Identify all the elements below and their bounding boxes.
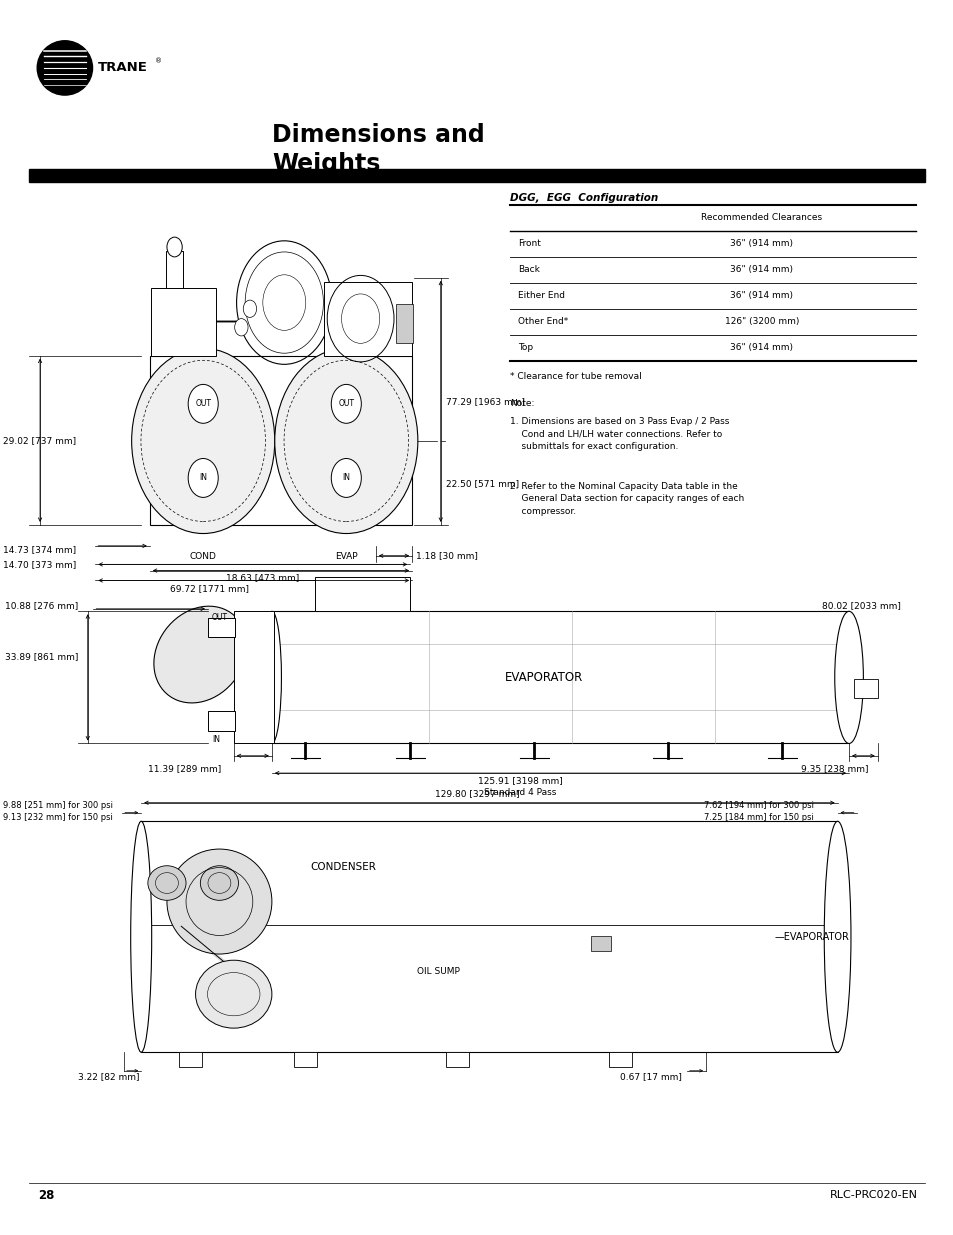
Text: Back: Back [517, 266, 539, 274]
Bar [166, 251, 183, 288]
Text: 36" (914 mm): 36" (914 mm) [729, 240, 793, 248]
Bar [853, 679, 877, 698]
Text: 1. Dimensions are based on 3 Pass Evap / 2 Pass
    Cond and LH/LH water connect: 1. Dimensions are based on 3 Pass Evap /… [510, 417, 729, 452]
Text: 9.88 [251 mm] for 300 psi: 9.88 [251 mm] for 300 psi [3, 800, 112, 810]
Bar [446, 1052, 469, 1067]
Bar [141, 821, 837, 1052]
Text: 77.29 [1963 mm]: 77.29 [1963 mm] [446, 396, 525, 406]
Bar [29, 169, 924, 182]
Circle shape [243, 300, 256, 317]
Text: 0.67 [17 mm]: 0.67 [17 mm] [619, 1072, 681, 1082]
Text: 11.39 [289 mm]: 11.39 [289 mm] [148, 763, 221, 773]
Text: 7.62 [194 mm] for 300 psi: 7.62 [194 mm] for 300 psi [703, 800, 813, 810]
Bar [324, 282, 412, 356]
Text: Recommended Clearances: Recommended Clearances [700, 214, 821, 222]
Circle shape [167, 237, 182, 257]
Bar [233, 611, 274, 743]
Circle shape [188, 384, 218, 424]
Text: RLC-PRC020-EN: RLC-PRC020-EN [829, 1191, 917, 1200]
Text: Dimensions and
Weights: Dimensions and Weights [272, 124, 484, 177]
Text: 36" (914 mm): 36" (914 mm) [729, 343, 793, 352]
Ellipse shape [167, 850, 272, 953]
Text: Note:: Note: [510, 399, 535, 408]
Text: Top: Top [517, 343, 533, 352]
Text: 1.18 [30 mm]: 1.18 [30 mm] [416, 551, 477, 561]
Text: TRANE: TRANE [98, 62, 148, 74]
Text: 36" (914 mm): 36" (914 mm) [729, 266, 793, 274]
Ellipse shape [834, 611, 862, 743]
Circle shape [132, 348, 274, 534]
Text: 80.02 [2033 mm]: 80.02 [2033 mm] [821, 600, 901, 610]
Text: OUT: OUT [338, 399, 354, 409]
Bar [314, 577, 410, 611]
Text: IN: IN [212, 735, 219, 743]
Bar [294, 1052, 316, 1067]
Ellipse shape [200, 866, 238, 900]
Text: OUT: OUT [195, 399, 211, 409]
Text: 7.25 [184 mm] for 150 psi: 7.25 [184 mm] for 150 psi [703, 813, 813, 823]
Text: * Clearance for tube removal: * Clearance for tube removal [510, 372, 641, 382]
Text: 2. Refer to the Nominal Capacity Data table in the
    General Data section for : 2. Refer to the Nominal Capacity Data ta… [510, 482, 744, 516]
Text: 22.50 [571 mm]: 22.50 [571 mm] [446, 479, 519, 489]
Text: 14.73 [374 mm]: 14.73 [374 mm] [3, 545, 76, 555]
Text: Either End: Either End [517, 291, 564, 300]
Text: EVAP: EVAP [335, 552, 357, 561]
Text: Other End*: Other End* [517, 317, 568, 326]
Text: 29.02 [737 mm]: 29.02 [737 mm] [3, 436, 76, 446]
Text: 10.88 [276 mm]: 10.88 [276 mm] [5, 600, 78, 610]
Bar [151, 288, 215, 356]
Bar [395, 304, 413, 343]
Text: 129.80 [3297 mm]: 129.80 [3297 mm] [435, 789, 518, 799]
Text: 125.91 [3198 mm]: 125.91 [3198 mm] [477, 776, 561, 785]
Text: 36" (914 mm): 36" (914 mm) [729, 291, 793, 300]
Ellipse shape [153, 606, 247, 703]
Text: IN: IN [342, 473, 350, 483]
Bar [272, 611, 848, 743]
Ellipse shape [195, 961, 272, 1028]
Text: 28: 28 [38, 1189, 54, 1202]
Circle shape [274, 348, 417, 534]
Text: 9.13 [232 mm] for 150 psi: 9.13 [232 mm] for 150 psi [3, 813, 112, 823]
Text: ®: ® [154, 59, 161, 64]
Ellipse shape [37, 41, 92, 95]
Bar [179, 1052, 202, 1067]
Text: 18.63 [473 mm]: 18.63 [473 mm] [226, 573, 298, 583]
Text: 9.35 [238 mm]: 9.35 [238 mm] [801, 763, 868, 773]
Text: 126" (3200 mm): 126" (3200 mm) [724, 317, 798, 326]
Text: OIL SUMP: OIL SUMP [417, 967, 459, 976]
Ellipse shape [262, 611, 281, 743]
Ellipse shape [131, 821, 152, 1052]
Bar [150, 356, 412, 525]
Circle shape [188, 458, 218, 498]
Bar [208, 618, 234, 637]
Text: Standard 4 Pass: Standard 4 Pass [483, 788, 556, 798]
Text: 69.72 [1771 mm]: 69.72 [1771 mm] [171, 584, 249, 594]
Bar [208, 711, 234, 731]
Text: DGG,  EGG  Configuration: DGG, EGG Configuration [510, 193, 658, 203]
Text: —EVAPORATOR: —EVAPORATOR [774, 931, 848, 942]
Text: OUT: OUT [212, 614, 228, 622]
Ellipse shape [148, 866, 186, 900]
Circle shape [234, 319, 248, 336]
Text: Front: Front [517, 240, 540, 248]
Circle shape [331, 458, 361, 498]
Text: EVAPORATOR: EVAPORATOR [504, 671, 582, 684]
Bar [591, 936, 610, 951]
Bar [608, 1052, 631, 1067]
Text: 3.22 [82 mm]: 3.22 [82 mm] [78, 1072, 139, 1082]
Text: 33.89 [861 mm]: 33.89 [861 mm] [5, 652, 78, 662]
Text: 14.70 [373 mm]: 14.70 [373 mm] [3, 559, 76, 569]
Text: CONDENSER: CONDENSER [310, 862, 376, 872]
Ellipse shape [823, 821, 850, 1052]
Text: COND: COND [190, 552, 216, 561]
Text: IN: IN [199, 473, 207, 483]
Circle shape [331, 384, 361, 424]
